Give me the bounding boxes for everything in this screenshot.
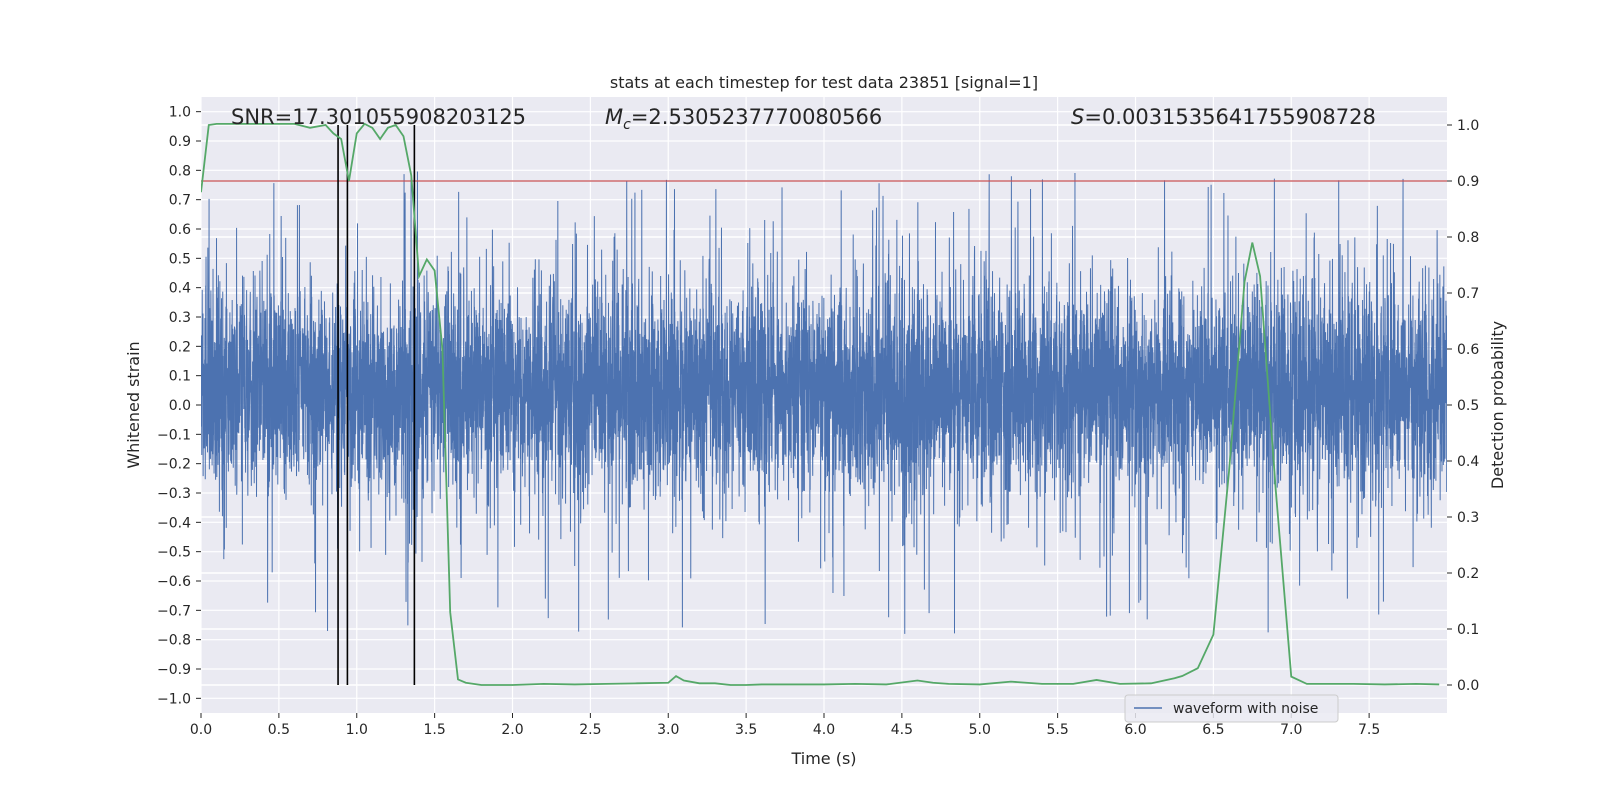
detection-probability-series: [201, 122, 1440, 686]
y-left-tick-label: 0.1: [169, 369, 191, 385]
y-left-tick-label: −0.1: [157, 427, 191, 443]
y-right-tick-label: 0.9: [1457, 174, 1479, 190]
y-left-tick-label: 0.6: [169, 222, 191, 238]
y-left-tick-label: −0.8: [157, 633, 191, 649]
y-left-tick-label: 0.7: [169, 193, 191, 209]
x-tick-label: 7.0: [1280, 722, 1302, 738]
x-tick-label: 3.0: [657, 722, 679, 738]
x-tick-label: 2.5: [579, 722, 601, 738]
x-tick-label: 6.0: [1124, 722, 1146, 738]
y-left-tick-label: −0.5: [157, 545, 191, 561]
y-left-tick-label: 0.4: [169, 281, 191, 297]
legend-box: [1124, 694, 1339, 723]
y-left-tick-label: 0.9: [169, 134, 191, 150]
y-left-tick-label: −0.6: [157, 574, 191, 590]
y-right-tick-label: 0.8: [1457, 230, 1479, 246]
x-axis-ticks: 0.0 0.5 1.0 1.5 2.0 2.5 3.0 3.5 4.0 4.5 5.0 5.5 6.0 6…: [190, 713, 1380, 738]
y-right-tick-label: 0.1: [1457, 622, 1479, 638]
mc-annotation: Mc=2.5305237770080566: [605, 105, 882, 133]
x-tick-label: 1.0: [346, 722, 368, 738]
legend-label: waveform with noise: [1173, 701, 1318, 717]
mc-symbol: M: [605, 105, 623, 129]
y-right-tick-label: 1.0: [1457, 118, 1479, 134]
y-left-tick-label: −0.7: [157, 603, 191, 619]
y-right-tick-label: 0.3: [1457, 510, 1479, 526]
x-axis-label: Time (s): [790, 749, 856, 768]
s-symbol: S: [1071, 105, 1084, 129]
y-left-tick-label: −0.3: [157, 486, 191, 502]
y-left-tick-label: 0.5: [169, 251, 191, 267]
y-right-tick-label: 0.6: [1457, 342, 1479, 358]
x-tick-label: 5.5: [1046, 722, 1068, 738]
y-right-axis-ticks: 0.0 0.1 0.2 0.3 0.4 0.5 0.6 0.7 0.8 0.9 1.0: [1447, 118, 1479, 694]
y-left-axis-label: Whitened strain: [124, 341, 143, 468]
waveform-series: [201, 171, 1447, 634]
x-tick-label: 5.0: [969, 722, 991, 738]
y-right-tick-label: 0.4: [1457, 454, 1479, 470]
x-tick-label: 0.0: [190, 722, 212, 738]
snr-annotation: SNR=17.301055908203125: [231, 105, 526, 129]
y-left-tick-label: −0.9: [157, 662, 191, 678]
x-tick-label: 0.5: [268, 722, 290, 738]
y-right-tick-label: 0.2: [1457, 566, 1479, 582]
y-left-tick-label: 0.2: [169, 339, 191, 355]
x-tick-label: 6.5: [1202, 722, 1224, 738]
mc-subscript: c: [623, 117, 631, 133]
s-annotation: S=0.0031535641755908728: [1071, 105, 1376, 129]
y-left-tick-label: 0.3: [169, 310, 191, 326]
y-right-tick-label: 0.0: [1457, 678, 1479, 694]
x-tick-label: 4.5: [891, 722, 913, 738]
legend: waveform with noise: [1124, 694, 1339, 723]
y-left-tick-label: −1.0: [157, 691, 191, 707]
x-tick-label: 2.0: [501, 722, 523, 738]
y-left-tick-label: −0.4: [157, 515, 191, 531]
y-left-axis-ticks: −1.0 −0.9 −0.8 −0.7 −0.6 −0.5 −0.4 −0.3 −0.2 −0.1…: [157, 105, 201, 707]
y-left-tick-label: −0.2: [157, 457, 191, 473]
y-right-tick-label: 0.5: [1457, 398, 1479, 414]
x-tick-label: 7.5: [1358, 722, 1380, 738]
x-tick-label: 4.0: [813, 722, 835, 738]
y-right-tick-label: 0.7: [1457, 286, 1479, 302]
y-right-axis-label: Detection probability: [1488, 321, 1507, 489]
y-left-tick-label: 0.8: [169, 163, 191, 179]
chart-title: stats at each timestep for test data 238…: [610, 73, 1038, 92]
x-tick-label: 3.5: [735, 722, 757, 738]
s-value: =0.0031535641755908728: [1084, 105, 1376, 129]
mc-value: =2.5305237770080566: [631, 105, 882, 129]
x-tick-label: 1.5: [423, 722, 445, 738]
y-left-tick-label: 1.0: [169, 105, 191, 121]
y-left-tick-label: 0.0: [169, 398, 191, 414]
